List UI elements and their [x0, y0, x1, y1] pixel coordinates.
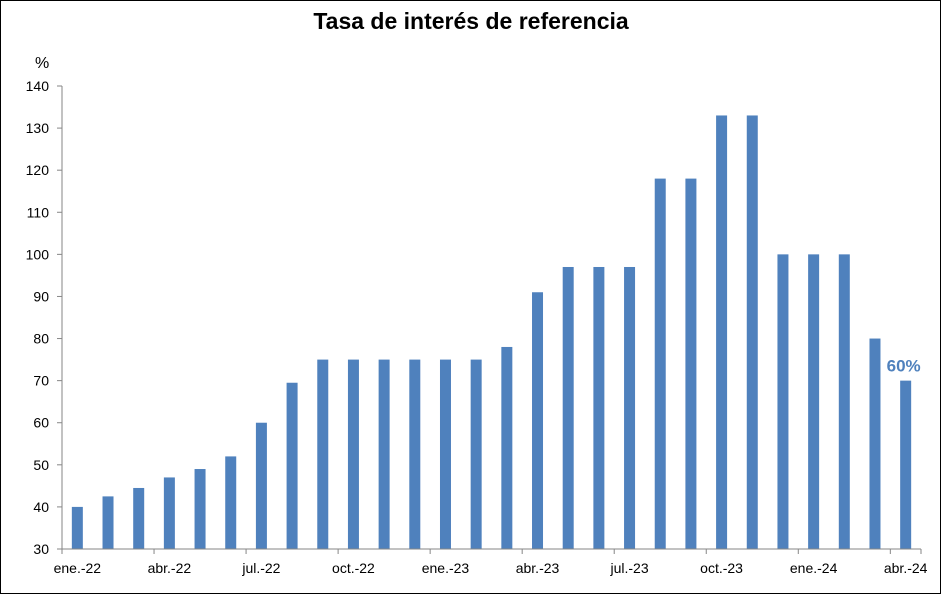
bars-group	[71, 115, 912, 550]
bar	[133, 487, 145, 549]
x-tick-label: jul.-22	[241, 560, 280, 576]
bar	[194, 469, 206, 549]
y-tick-label: 120	[26, 162, 50, 178]
y-tick-label: 70	[33, 373, 49, 389]
x-tick-label: oct.-23	[700, 560, 743, 576]
y-tick-label: 90	[33, 288, 49, 304]
x-tick-label: abr.-24	[884, 560, 928, 576]
y-tick-label: 40	[33, 499, 49, 515]
y-tick-label: 50	[33, 457, 49, 473]
bar	[347, 359, 359, 549]
bar	[439, 359, 451, 549]
bar	[378, 359, 390, 549]
x-tick-label: ene.-24	[790, 560, 838, 576]
bar	[470, 359, 482, 549]
y-tick-label: 80	[33, 331, 49, 347]
bar	[716, 115, 728, 550]
bar	[562, 266, 574, 549]
bar	[869, 338, 881, 549]
bar	[71, 506, 83, 549]
bar	[900, 380, 912, 549]
bar	[593, 266, 605, 549]
y-tick-label: 140	[26, 78, 50, 94]
x-tick-label: oct.-22	[332, 560, 375, 576]
y-tick-label: 30	[33, 541, 49, 557]
bar	[532, 292, 544, 549]
x-tick-label: ene.-23	[422, 560, 470, 576]
bar	[746, 115, 758, 550]
x-axis: ene.-22 abr.-22 jul.-22 oct.-22 ene.-23 abr.-…	[54, 548, 928, 576]
bar	[409, 359, 421, 549]
y-axis-unit: %	[35, 55, 49, 72]
bar	[286, 382, 298, 549]
y-tick-label: 110	[27, 204, 50, 220]
bar	[317, 359, 329, 549]
x-tick-label: abr.-22	[148, 560, 192, 576]
y-tick-label: 60	[33, 415, 49, 431]
x-tick-label: ene.-22	[54, 560, 102, 576]
annotations-group: 60%	[887, 357, 921, 376]
bar	[163, 477, 175, 549]
bar	[225, 456, 237, 549]
bar	[255, 422, 267, 549]
x-tick-label: abr.-23	[516, 560, 560, 576]
y-tick-label: 130	[26, 120, 50, 136]
y-axis: 30 40 50 60 70 80 90 100 110 120 130 140	[26, 78, 63, 557]
bar	[654, 178, 666, 549]
annotation-label: 60%	[887, 357, 921, 376]
y-tick-label: 100	[26, 246, 50, 262]
bar	[624, 266, 636, 549]
bar	[685, 178, 697, 549]
chart-title: Tasa de interés de referencia	[313, 8, 629, 34]
x-tick-label: jul.-23	[609, 560, 648, 576]
bar	[808, 254, 820, 549]
bar	[838, 254, 850, 549]
bar	[501, 346, 513, 549]
bar	[102, 496, 114, 549]
bar	[777, 254, 789, 549]
